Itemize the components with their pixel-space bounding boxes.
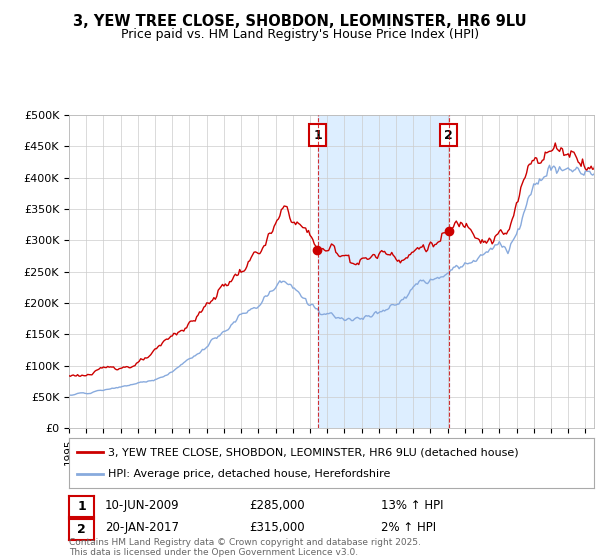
Text: 2% ↑ HPI: 2% ↑ HPI xyxy=(381,521,436,534)
Text: £315,000: £315,000 xyxy=(249,521,305,534)
Text: 1: 1 xyxy=(77,500,86,514)
Text: 2: 2 xyxy=(444,129,453,142)
Bar xyxy=(317,115,449,428)
Text: 2: 2 xyxy=(77,522,86,536)
Text: 10-JUN-2009: 10-JUN-2009 xyxy=(105,498,179,512)
Text: 13% ↑ HPI: 13% ↑ HPI xyxy=(381,498,443,512)
Text: 3, YEW TREE CLOSE, SHOBDON, LEOMINSTER, HR6 9LU: 3, YEW TREE CLOSE, SHOBDON, LEOMINSTER, … xyxy=(73,14,527,29)
Text: Price paid vs. HM Land Registry's House Price Index (HPI): Price paid vs. HM Land Registry's House … xyxy=(121,28,479,41)
Text: 3, YEW TREE CLOSE, SHOBDON, LEOMINSTER, HR6 9LU (detached house): 3, YEW TREE CLOSE, SHOBDON, LEOMINSTER, … xyxy=(109,447,519,457)
Text: HPI: Average price, detached house, Herefordshire: HPI: Average price, detached house, Here… xyxy=(109,469,391,479)
Text: 1: 1 xyxy=(313,129,322,142)
Text: 20-JAN-2017: 20-JAN-2017 xyxy=(105,521,179,534)
Text: Contains HM Land Registry data © Crown copyright and database right 2025.
This d: Contains HM Land Registry data © Crown c… xyxy=(69,538,421,557)
Text: £285,000: £285,000 xyxy=(249,498,305,512)
